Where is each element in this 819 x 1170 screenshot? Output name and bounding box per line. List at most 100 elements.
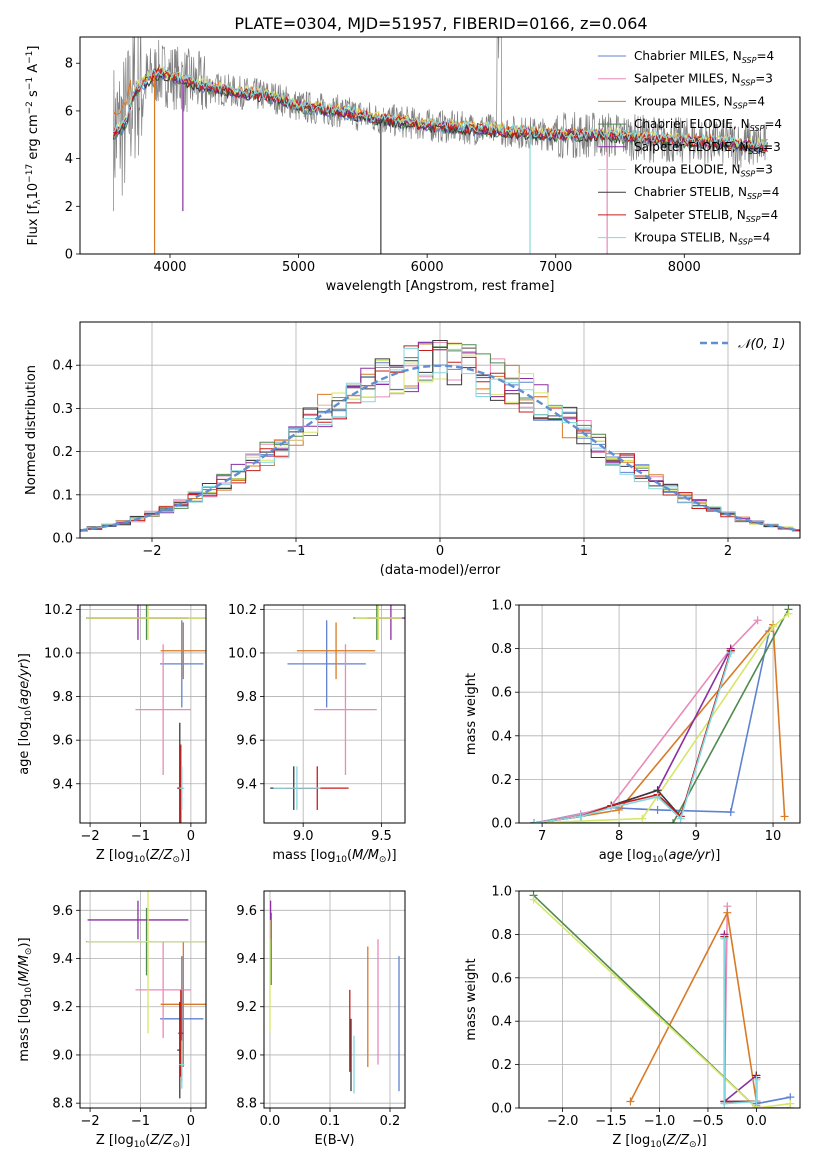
weight-series-3 [534,609,790,823]
y-tick-label: 0.4 [52,359,73,374]
residual-histogram-panel: −2 −1 0 1 2 0.0 0.1 0.2 0.3 0.4 (data-model)/error… [24,321,801,578]
x-tick-label: 0 [187,829,195,844]
weight-marker [638,814,647,823]
x-tick-label: −2 [80,829,99,844]
legend-series-name: Chabrier ELODIE, N [634,117,750,131]
weight-marker [786,1099,795,1108]
x-tick-label: 0.0 [746,1114,767,1129]
x-tick-label: 0 [187,1114,195,1129]
plot-area [86,891,206,1099]
axes-frame [79,321,801,539]
x-tick-label: −1 [286,544,305,559]
x-axis-label: Z [log10(Z/Z⊙)] [96,1133,190,1150]
x-tick-label: −2 [142,544,161,559]
weight-vs-metallicity-panel: −2.0 −1.5 −1.0 −0.5 0.0 0.0 0.2 0.4 0.6 0.8 1.0 Z [… [464,885,801,1150]
y-tick-label: 6 [65,104,73,119]
legend-label: Salpeter STELIB, NSSP=4 [634,208,778,224]
y-tick-label: 9.2 [52,1000,73,1015]
y-tick-label: 10.0 [44,646,73,661]
y-tick-label: 0.3 [52,402,73,417]
x-tick-label: 9 [692,829,700,844]
y-tick-label: 0.2 [491,773,512,788]
y-tick-label: 0.1 [52,488,73,503]
y-tick-label: 8 [65,57,73,72]
x-tick-label: 7000 [539,260,572,275]
figure-title: PLATE=0304, MJD=51957, FIBERID=0166, z=0… [234,14,647,33]
y-tick-label: 0.4 [491,1015,512,1030]
age-vs-metallicity-panel: −2 −1 0 9.4 9.6 9.8 10.0 10.2 Z [log10(Z/Z⊙)] age… [17,603,207,865]
x-tick-label: −0.5 [692,1114,724,1129]
y-tick-label: 0.0 [52,532,73,547]
legend-label: Chabrier STELIB, NSSP=4 [634,185,779,201]
x-tick-label: −1 [131,829,150,844]
y-tick-label: 4 [65,152,73,167]
legend-label: 𝒩(0, 1) [738,337,785,352]
y-tick-label: 1.0 [491,885,512,900]
y-tick-label: 0.0 [491,1102,512,1117]
y-tick-label: 9.6 [52,734,73,749]
plot-area [529,891,795,1108]
weight-marker [780,812,789,821]
y-tick-label: 0.2 [491,1058,512,1073]
histogram-series-8 [80,347,800,532]
x-tick-label: 9.0 [293,829,314,844]
y-tick-label: 0.4 [491,729,512,744]
weight-marker [676,814,685,823]
x-tick-label: −2 [80,1114,99,1129]
legend-series-name: Kroupa MILES, N [634,94,733,108]
y-tick-label: 0.6 [491,686,512,701]
model-spectrum-8 [113,65,769,149]
y-tick-label: 9.4 [236,777,257,792]
weight-series-2 [629,910,758,1106]
legend-label: Chabrier MILES, NSSP=4 [634,49,774,65]
plot-area [530,605,793,823]
axes-frame [79,604,207,824]
plot-area [86,605,206,823]
weight-marker [626,1097,635,1106]
x-axis-label: (data-model)/error [380,563,501,578]
weight-marker [576,812,585,821]
x-tick-label: 9.5 [371,829,392,844]
weight-marker [726,808,735,817]
y-axis-label: mass weight [464,958,479,1040]
x-axis-label: mass [log10(M/M⊙)] [272,848,396,865]
x-tick-label: 8000 [668,260,701,275]
normal-distribution-curve [80,364,800,532]
y-axis-label: mass [log10(M/M⊙)] [17,937,34,1061]
x-tick-label: 7 [538,829,546,844]
y-tick-label: 9.0 [236,1048,257,1063]
y-tick-label: 9.4 [52,952,73,967]
legend-series-name: Kroupa ELODIE, N [634,163,741,177]
x-tick-label: 2 [724,544,732,559]
legend-label: Kroupa MILES, NSSP=4 [634,94,765,110]
y-tick-label: 9.6 [236,734,257,749]
x-axis-label: E(B-V) [314,1133,354,1148]
legend-label: Salpeter MILES, NSSP=3 [634,72,773,88]
y-tick-label: 8.8 [236,1097,257,1112]
y-axis-label: mass weight [464,673,479,755]
weight-series-0 [534,631,770,823]
weight-marker [752,1097,761,1106]
axes-frame [263,604,406,824]
y-tick-label: 9.6 [52,904,73,919]
weight-series-5 [534,613,790,823]
axes-frame [79,890,207,1109]
y-axis-label: Flux [fλ10−17 erg cm−2 s−1 A−1] [25,46,43,246]
weight-marker [752,1075,761,1084]
weight-marker [530,819,539,823]
y-tick-label: 0.8 [491,928,512,943]
x-axis-label: wavelength [Angstrom, rest frame] [326,279,555,294]
x-tick-label: −2.0 [547,1114,579,1129]
legend-series-name: Chabrier STELIB, N [634,185,747,199]
mass-vs-metallicity-panel: −2 −1 0 8.8 9.0 9.2 9.4 9.6 Z [log10(Z/Z⊙)] mass … [17,890,207,1150]
y-tick-label: 9.4 [236,952,257,967]
observed-spectrum [113,37,767,212]
x-tick-label: 1 [580,544,588,559]
y-tick-label: 0.2 [52,445,73,460]
weight-marker [615,805,624,814]
weight-marker [653,805,662,814]
y-axis-label: age [log10(age/yr)] [17,653,34,775]
x-tick-label: −1.0 [644,1114,676,1129]
legend-series-name: Chabrier MILES, N [634,49,742,63]
y-tick-label: 8.8 [52,1097,73,1112]
